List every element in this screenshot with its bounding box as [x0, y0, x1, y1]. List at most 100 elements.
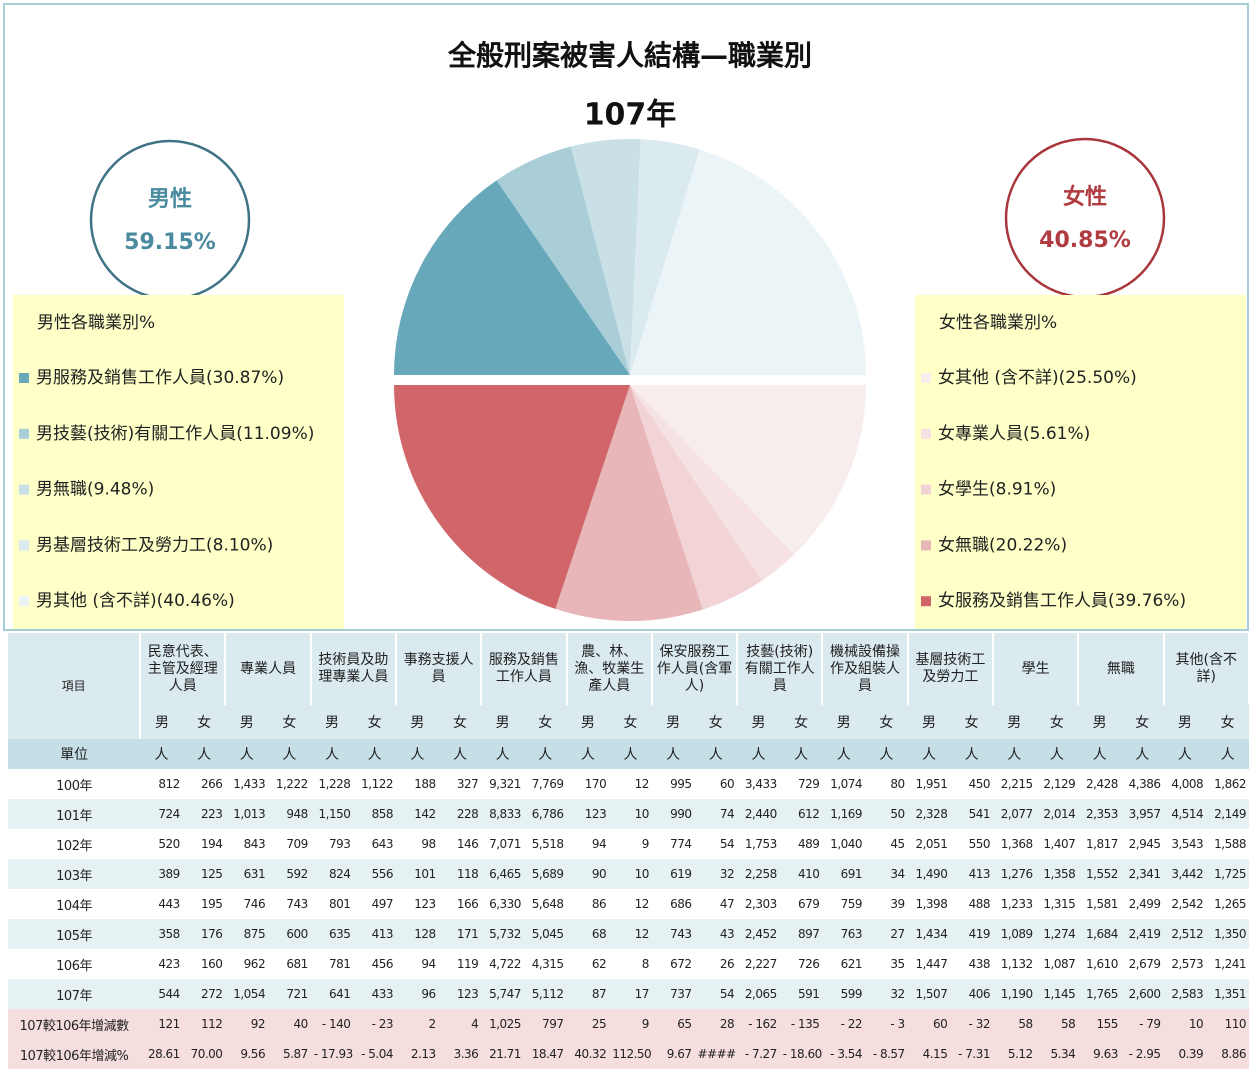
- cell: 358: [140, 919, 183, 949]
- cell: 155: [1078, 1009, 1121, 1039]
- cell: 1,087: [1043, 957, 1076, 971]
- sex-cell: 女: [1206, 705, 1249, 739]
- cell: 541: [950, 799, 993, 829]
- cell: 2,600: [1120, 979, 1164, 1009]
- cell: - 32: [950, 1009, 993, 1039]
- legend-swatch: [921, 484, 931, 495]
- cell: 327: [456, 777, 479, 791]
- sex-cell: 男: [481, 705, 524, 739]
- cell: 5,045: [523, 919, 567, 949]
- cell: 600: [268, 919, 311, 949]
- cell: 550: [968, 837, 991, 851]
- cell: 5,518: [531, 837, 564, 851]
- cell: 544: [140, 979, 183, 1009]
- cell: 60: [719, 777, 735, 791]
- cell: 1,074: [830, 777, 863, 791]
- cell: 413: [353, 919, 396, 949]
- cell: 35: [890, 957, 905, 971]
- cell: 1,951: [915, 777, 948, 791]
- cell: 101: [396, 859, 439, 889]
- legend-swatch: [19, 428, 29, 439]
- cell: 195: [201, 897, 223, 911]
- cell: 781: [328, 957, 351, 971]
- legend-swatch: [921, 596, 931, 607]
- cell: 2,303: [744, 897, 777, 911]
- header-cell: 農、林、漁、牧業生產人員: [566, 633, 653, 705]
- cell: 5,689: [523, 859, 567, 889]
- cell: 12: [634, 897, 650, 911]
- cell: 5,732: [481, 919, 524, 949]
- cell: 7,071: [489, 837, 521, 851]
- cell: 406: [950, 979, 993, 1009]
- row-label: 107較106年增減數: [8, 1009, 141, 1039]
- sex-cell: 男: [1078, 705, 1121, 739]
- cell: 28: [694, 1009, 738, 1039]
- cell: - 23: [353, 1009, 396, 1039]
- pie-slice: [555, 385, 703, 621]
- cell: 32: [865, 979, 908, 1009]
- cell: 98: [421, 837, 436, 851]
- cell: 119: [456, 957, 479, 971]
- cell: 68: [566, 919, 610, 949]
- sex-cell: 男: [737, 705, 780, 739]
- cell: 488: [968, 897, 991, 911]
- cell: 1,190: [992, 979, 1036, 1009]
- legend-swatch: [19, 540, 29, 551]
- cell: 12: [634, 777, 650, 791]
- unit-cell: 人: [481, 739, 524, 769]
- cell: 58: [992, 1009, 1036, 1039]
- cell: 9: [641, 837, 650, 851]
- data-row: 105年 358 176 875 600 635 413 128 171 5,732 5,045 68…: [8, 919, 1249, 949]
- row-label: 103年: [8, 859, 141, 889]
- group-name: 男性: [148, 187, 192, 212]
- cell: 763: [822, 919, 866, 949]
- data-row: 104年 443 195 746 743 801 497 123 166 6,330 5,648 86…: [8, 889, 1249, 919]
- sex-row: 男女男女男女男女男女男女男女男女男女男女男女男女男女: [8, 705, 1249, 739]
- unit-cell: 人: [1120, 739, 1164, 769]
- cell: 5.87: [268, 1039, 311, 1069]
- unit-cell: 人: [566, 739, 610, 769]
- cell: 3.36: [438, 1039, 482, 1069]
- header-cell: 技術員及助理專業人員: [310, 633, 398, 705]
- cell: 743: [651, 919, 695, 949]
- cell: - 162: [737, 1009, 780, 1039]
- cell: 5.12: [992, 1039, 1036, 1069]
- legend-label: 女學生(8.91%): [938, 480, 1056, 500]
- unit-cell: 人: [1206, 739, 1249, 769]
- legend-label: 男無職(9.48%): [36, 480, 154, 500]
- cell: 599: [822, 979, 866, 1009]
- group-name: 女性: [1063, 184, 1107, 210]
- cell: 1,507: [907, 979, 951, 1009]
- cell: 12: [609, 919, 652, 949]
- cell: 160: [201, 957, 223, 971]
- sex-cell: 女: [609, 705, 652, 739]
- data-row: 101年 724 223 1,013 948 1,150 858 142 228 8,833 6,7…: [8, 799, 1249, 829]
- cell: 801: [328, 897, 351, 911]
- pie-slice: [394, 180, 630, 375]
- data-table: 項目 民意代表、主管及經理人員 專業人員 技術員及助理專業人員 事務支援人員 服務及銷售工…: [8, 633, 1251, 1069]
- cell: - 3.54: [822, 1039, 866, 1069]
- sex-cell: 女: [779, 705, 823, 739]
- cell: 995: [670, 777, 692, 791]
- cell: 793: [328, 837, 351, 851]
- cell: 26: [719, 957, 735, 971]
- sex-cell: 男: [310, 705, 354, 739]
- share-label: 40.85%: [1039, 228, 1131, 253]
- chart-subtitle: 107年: [584, 98, 677, 133]
- cell: 2,051: [915, 837, 948, 851]
- cell: - 2.95: [1120, 1039, 1164, 1069]
- cell: 691: [822, 859, 866, 889]
- cell: 6,786: [523, 799, 567, 829]
- cell: 729: [798, 777, 820, 791]
- cell: 86: [591, 897, 607, 911]
- cell: 2,428: [1086, 777, 1118, 791]
- cell: 2,129: [1043, 777, 1076, 791]
- sex-cell: 男: [225, 705, 269, 739]
- data-row: 102年 520 194 843 709 793 643 98 146 7,071 5,518 94 9…: [8, 829, 1249, 859]
- legend-swatch: [921, 540, 931, 551]
- cell: 2,945: [1128, 837, 1161, 851]
- cell: 7,769: [531, 777, 564, 791]
- cell: 39: [890, 897, 905, 911]
- share-circle: [1004, 137, 1166, 299]
